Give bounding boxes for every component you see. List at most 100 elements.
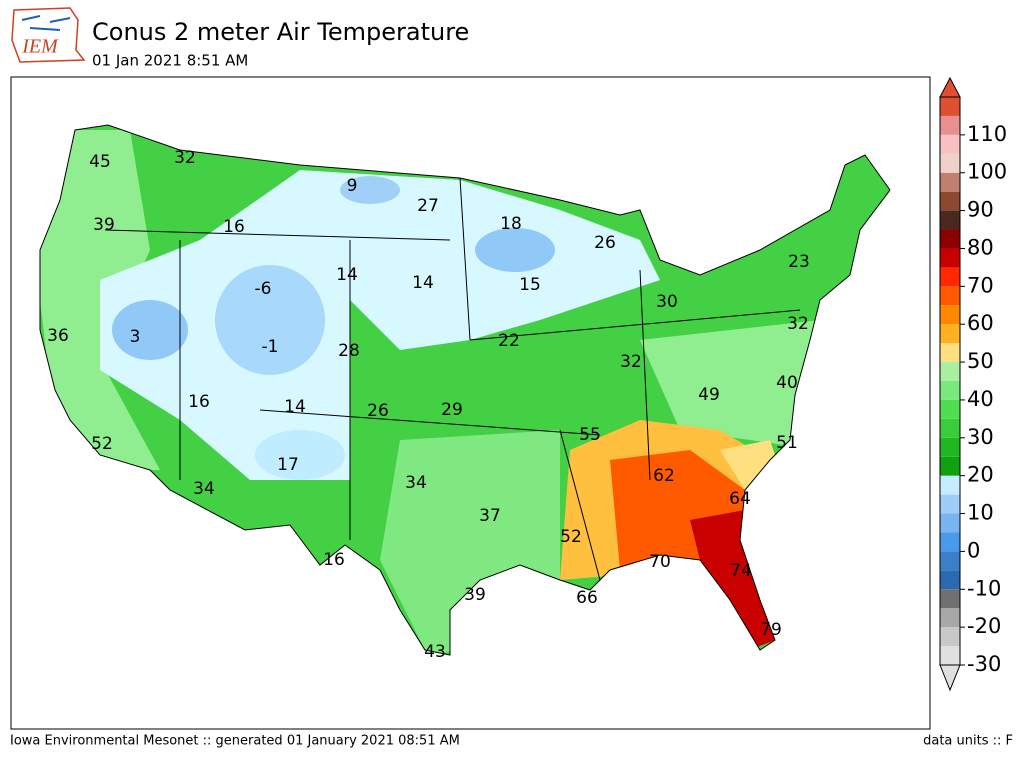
station-value: 79 (760, 620, 782, 640)
station-value: 3 (130, 327, 141, 347)
colorbar-tick-label: -20 (967, 614, 1001, 638)
colorbar-band (940, 229, 960, 249)
station-value: 52 (560, 527, 582, 547)
station-value: 64 (729, 489, 751, 509)
station-value: 14 (336, 265, 358, 285)
station-value: 43 (424, 642, 446, 662)
colorbar-band (940, 191, 960, 211)
station-value: 22 (498, 331, 520, 351)
station-value: 14 (412, 273, 434, 293)
station-value: 14 (284, 397, 306, 417)
station-value: 28 (338, 341, 360, 361)
station-value: 74 (730, 561, 752, 581)
colorbar-band (940, 305, 960, 325)
colorbar-band (940, 494, 960, 514)
station-value: 70 (649, 552, 671, 572)
colorbar-arrow (939, 664, 961, 692)
station-value: 18 (500, 214, 522, 234)
station-value: 39 (93, 215, 115, 235)
station-value: 52 (91, 434, 113, 454)
colorbar-band (940, 608, 960, 628)
colorbar-tick-label: 20 (967, 463, 994, 487)
station-value: 37 (479, 506, 501, 526)
station-value: 29 (441, 400, 463, 420)
station-value: 23 (788, 252, 810, 272)
station-value: 62 (653, 466, 675, 486)
station-value: 45 (89, 152, 111, 172)
colorbar-tick-label: 100 (967, 160, 1007, 184)
colorbar-tick-label: -30 (967, 652, 1001, 676)
station-value: 26 (594, 233, 616, 253)
station-value: 27 (417, 196, 439, 216)
station-value: 34 (405, 473, 427, 493)
logo-text: IEM (21, 36, 59, 58)
colorbar-band (940, 399, 960, 419)
colorbar-band (940, 97, 960, 116)
colorbar-tick-label: 40 (967, 387, 994, 411)
colorbar-band (940, 248, 960, 268)
station-value: 15 (519, 275, 541, 295)
colorbar-band (940, 324, 960, 344)
station-value: 36 (47, 326, 69, 346)
colorbar-band (940, 286, 960, 306)
colorbar-tick-label: 70 (967, 273, 994, 297)
station-value: 39 (464, 585, 486, 605)
station-value: 49 (698, 385, 720, 405)
colorbar-band (940, 570, 960, 590)
colorbar-band (940, 134, 960, 154)
colorbar-band (940, 210, 960, 230)
title: Conus 2 meter Air Temperature (92, 18, 469, 46)
footer-left: Iowa Environmental Mesonet :: generated … (10, 734, 460, 749)
colorbar-band (940, 513, 960, 533)
colorbar-band (940, 551, 960, 571)
colorbar-tick-label: 80 (967, 235, 994, 259)
colorbar-band (940, 456, 960, 476)
colorbar-tick-label: 0 (967, 538, 980, 562)
colorbar-band (940, 418, 960, 438)
station-value: 17 (277, 455, 299, 475)
colorbar-band (940, 627, 960, 647)
colorbar-tick-label: 10 (967, 501, 994, 525)
colorbar-band (940, 589, 960, 609)
station-value: 32 (620, 352, 642, 372)
station-value: 51 (776, 433, 798, 453)
subtitle: 01 Jan 2021 8:51 AM (92, 52, 248, 70)
station-value: 9 (347, 176, 358, 196)
colorbar-band (940, 381, 960, 400)
station-value: 30 (656, 292, 678, 312)
colorbar: -30 -20 -10 0 10 20 30 40 50 60 70 80 90 100 110 (939, 76, 1007, 692)
station-value: 40 (776, 373, 798, 393)
station-value: 16 (223, 217, 245, 237)
station-value: 26 (367, 401, 389, 421)
colorbar-band (940, 532, 960, 552)
map: 45 32 9 27 18 26 39 16 14 14 15 -6 30 23 3 -1 28 22 32 32 36… (10, 76, 931, 730)
station-value: 66 (576, 588, 598, 608)
colorbar-band (940, 267, 960, 287)
station-value: 34 (193, 479, 215, 499)
station-value: 32 (787, 314, 809, 334)
colorbar-band (940, 343, 960, 363)
colorbar-band (940, 153, 960, 173)
station-value: 16 (323, 550, 345, 570)
colorbar-band (940, 646, 960, 665)
colorbar-band (940, 437, 960, 457)
colorbar-tick-label: 110 (967, 122, 1007, 146)
colorbar-tick-label: 90 (967, 198, 994, 222)
colorbar-frame (939, 96, 961, 666)
colorbar-band (940, 115, 960, 135)
colorbar-tick-label: 30 (967, 425, 994, 449)
station-value: 32 (174, 148, 196, 168)
colorbar-band (940, 362, 960, 381)
station-value: 55 (579, 425, 601, 445)
colorbar-tick-label: 60 (967, 311, 994, 335)
colorbar-tick-label: -10 (967, 576, 1001, 600)
station-value: -1 (262, 337, 279, 357)
colorbar-band (940, 475, 960, 495)
station-value: -6 (255, 279, 272, 299)
logo: IEM (11, 7, 86, 63)
colorbar-tick-label: 50 (967, 349, 994, 373)
colorbar-arrow (939, 76, 961, 98)
colorbar-band (940, 172, 960, 192)
station-value: 16 (188, 392, 210, 412)
